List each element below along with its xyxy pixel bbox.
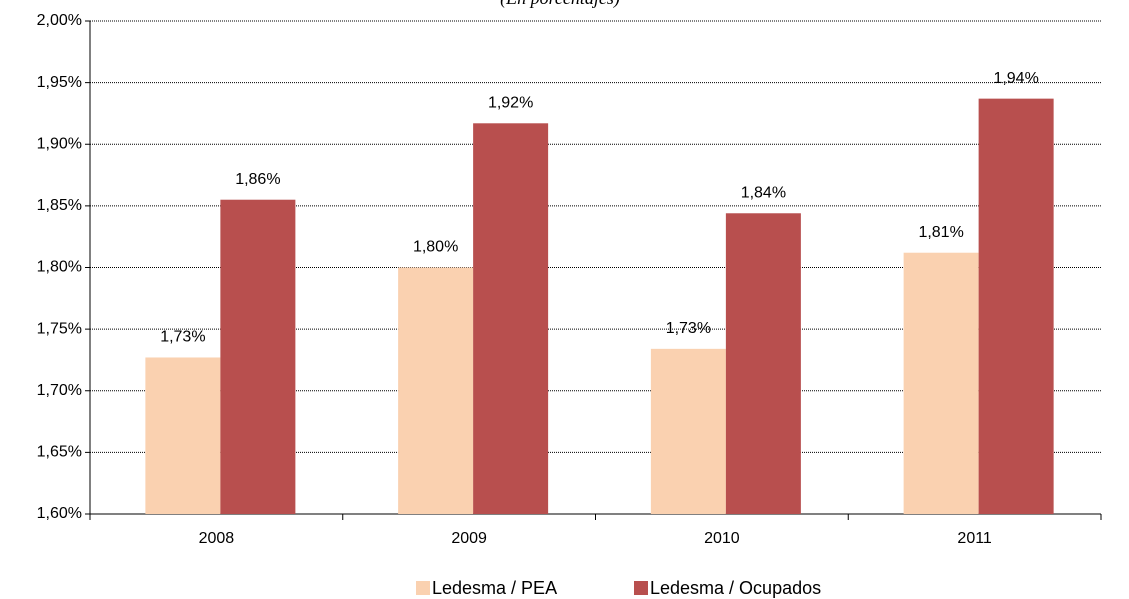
y-tick-label: 1,85% (37, 197, 82, 214)
legend-label: Ledesma / PEA (432, 578, 557, 598)
bar (725, 213, 801, 514)
bar (398, 267, 474, 514)
bar (903, 252, 979, 514)
y-tick-label: 1,90% (37, 135, 82, 152)
y-tick-label: 1,75% (37, 320, 82, 337)
legend-swatch (634, 581, 648, 595)
data-label: 1,73% (666, 320, 711, 337)
data-label: 1,73% (160, 329, 205, 346)
data-label: 1,86% (235, 171, 280, 188)
legend-label: Ledesma / Ocupados (650, 578, 821, 598)
y-tick-label: 1,80% (37, 259, 82, 276)
legend-swatch (416, 581, 430, 595)
y-tick-label: 2,00% (37, 12, 82, 29)
chart-subtitle: (En porcentajes) (500, 0, 620, 9)
x-tick-label: 2008 (199, 530, 235, 547)
x-tick-label: 2009 (451, 530, 487, 547)
data-label: 1,94% (993, 70, 1038, 87)
y-tick-label: 1,60% (37, 505, 82, 522)
x-tick-label: 2011 (957, 530, 992, 547)
data-label: 1,81% (918, 224, 963, 241)
data-label: 1,84% (741, 184, 786, 201)
data-label: 1,92% (488, 95, 533, 112)
y-tick-label: 1,70% (37, 382, 82, 399)
bar (220, 199, 296, 514)
y-tick-label: 1,95% (37, 74, 82, 91)
bar (978, 98, 1054, 515)
y-tick-label: 1,65% (37, 444, 82, 461)
x-tick-label: 2010 (704, 530, 740, 547)
bar (650, 348, 726, 514)
bar (473, 123, 549, 515)
bar (145, 357, 221, 514)
data-label: 1,80% (413, 239, 458, 256)
